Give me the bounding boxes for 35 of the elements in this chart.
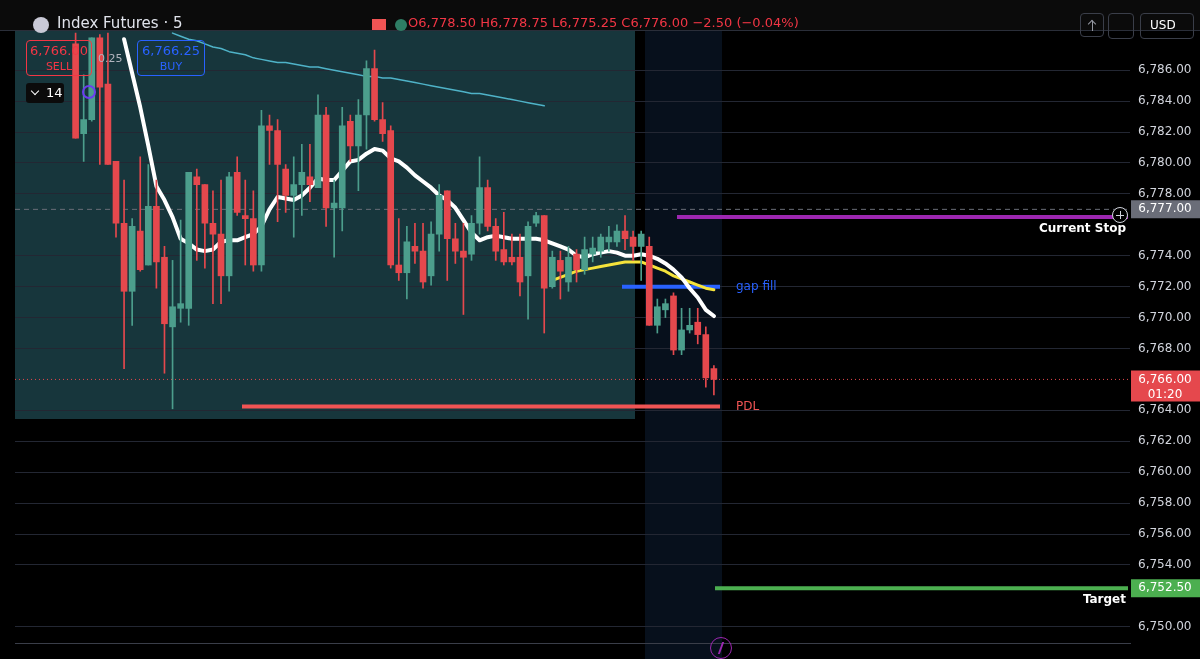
candlestick [290, 156, 298, 238]
ref-line-label: Current Stop [1039, 221, 1127, 236]
y-tick-label: 6,764.00 [1138, 402, 1192, 417]
ref-line-label: 6,766.00 [1138, 371, 1192, 386]
y-tick-label: 6,784.00 [1138, 93, 1192, 108]
text: USD [1150, 17, 1176, 33]
y-tick-label: 6,756.00 [1138, 526, 1192, 541]
y-tick-label: 6,762.00 [1138, 433, 1192, 448]
y-tick-label: 6,782.00 [1138, 124, 1192, 139]
chart-title: Index Futures · 5 [57, 14, 183, 32]
ref-line-label: 6,777.00 [1138, 201, 1192, 216]
ref-line-label: gap fill [736, 278, 777, 293]
y-tick-label: 6,780.00 [1138, 155, 1192, 170]
ref-line-label: Target [1082, 592, 1127, 607]
y-tick-label: 6,774.00 [1138, 247, 1192, 262]
candlestick [193, 168, 201, 261]
candlestick [395, 218, 403, 281]
y-tick-label: 6,760.00 [1138, 464, 1192, 479]
y-tick-label: 6,754.00 [1138, 557, 1192, 572]
text: 6,752.50 [1138, 580, 1192, 595]
annotation: SELL [44, 59, 74, 75]
ref-line-label: PDL [736, 398, 760, 413]
y-tick-label: 6,758.00 [1138, 495, 1192, 510]
y-tick-label: 6,770.00 [1138, 309, 1192, 324]
y-tick-label: 6,772.00 [1138, 278, 1192, 293]
annotation: 6,766.25 [141, 43, 201, 59]
y-tick-label: 6,750.00 [1138, 618, 1192, 633]
y-tick-label: 6,768.00 [1138, 340, 1192, 355]
text: 01:20 [1147, 386, 1183, 401]
text: O6,778.50 H6,778.75 L6,775.25 C6,776.00 −2.50 (−0.04%) [408, 15, 799, 31]
y-tick-label: 6,778.00 [1138, 186, 1192, 201]
y-tick-label: 6,786.00 [1138, 62, 1192, 77]
annotation: 14 [46, 85, 63, 101]
annotation: BUY [158, 59, 184, 75]
candlestick [298, 144, 306, 216]
